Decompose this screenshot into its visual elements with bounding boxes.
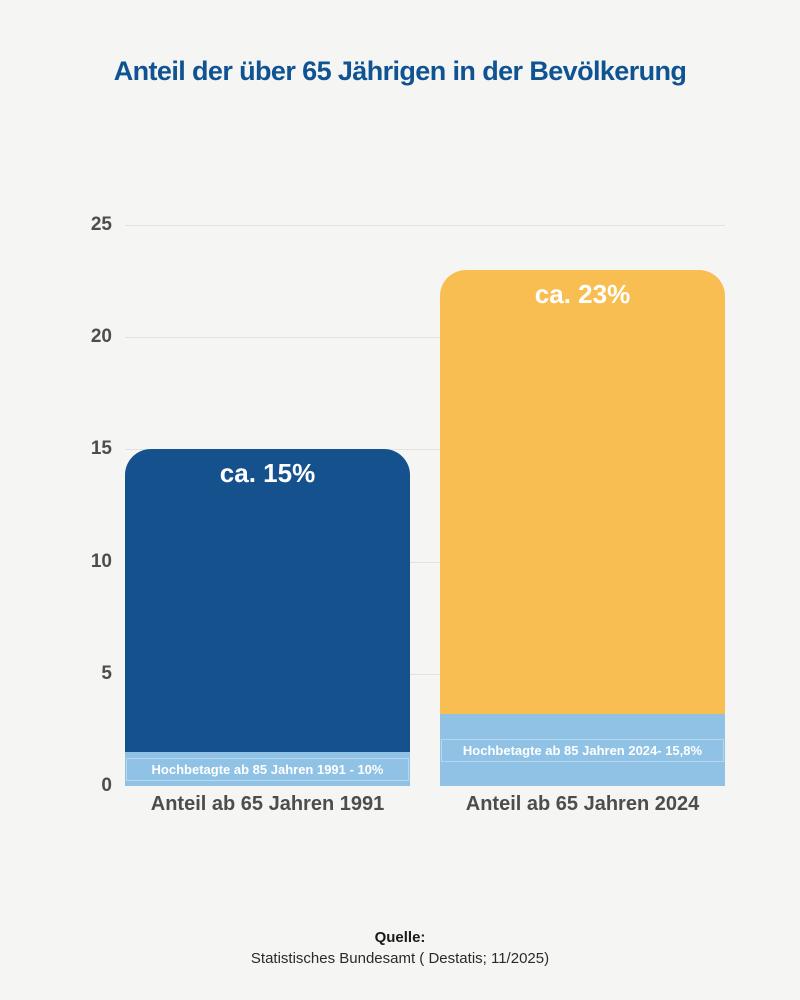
y-axis-tick-10: 10 <box>90 550 112 572</box>
gridline-y10 <box>125 561 725 563</box>
gridline-y5 <box>125 673 725 675</box>
bar-2: ca. 23% Hochbetagte ab 85 Jahren 2024- 15… <box>440 269 725 786</box>
bar-subsegment-2: Hochbetagte ab 85 Jahren 2024- 15,8% <box>440 714 725 786</box>
plot-area: ca. 15% Hochbetagte ab 85 Jahren 1991 - 1… <box>125 225 725 786</box>
bar-subsegment-1: Hochbetagte ab 85 Jahren 1991 - 10% <box>125 752 410 786</box>
x-axis-label-1: Anteil ab 65 Jahren 1991 <box>150 793 385 815</box>
subsegment-label-2: Hochbetagte ab 85 Jahren 2024- 15,8% <box>441 738 724 762</box>
y-axis-tick-20: 20 <box>90 326 112 348</box>
y-axis-tick-5: 5 <box>101 662 112 684</box>
y-axis-tick-15: 15 <box>90 438 112 460</box>
bar-value-label-2: ca. 23% <box>534 278 631 309</box>
gridline-y15 <box>125 449 725 451</box>
y-axis-tick-0: 0 <box>101 775 112 796</box>
bar-value-label-1: ca. 15% <box>219 458 316 489</box>
bar-1: ca. 15% Hochbetagte ab 85 Jahren 1991 - 1… <box>125 449 410 786</box>
source-text: Statistisches Bundesamt ( Destatis; 11/2… <box>250 950 550 967</box>
x-axis-label-2: Anteil ab 65 Jahren 2024 <box>465 793 700 815</box>
subsegment-label-1: Hochbetagte ab 85 Jahren 1991 - 10% <box>126 757 409 781</box>
source-note: Quelle: Statistisches Bundesamt ( Destat… <box>0 927 800 969</box>
gridline-y20 <box>125 337 725 339</box>
y-axis-tick-25: 25 <box>90 214 112 235</box>
chart-title: Anteil der über 65 Jährigen in der Bevöl… <box>113 56 687 86</box>
source-label: Quelle: <box>374 929 426 946</box>
gridline-y25 <box>125 225 725 226</box>
